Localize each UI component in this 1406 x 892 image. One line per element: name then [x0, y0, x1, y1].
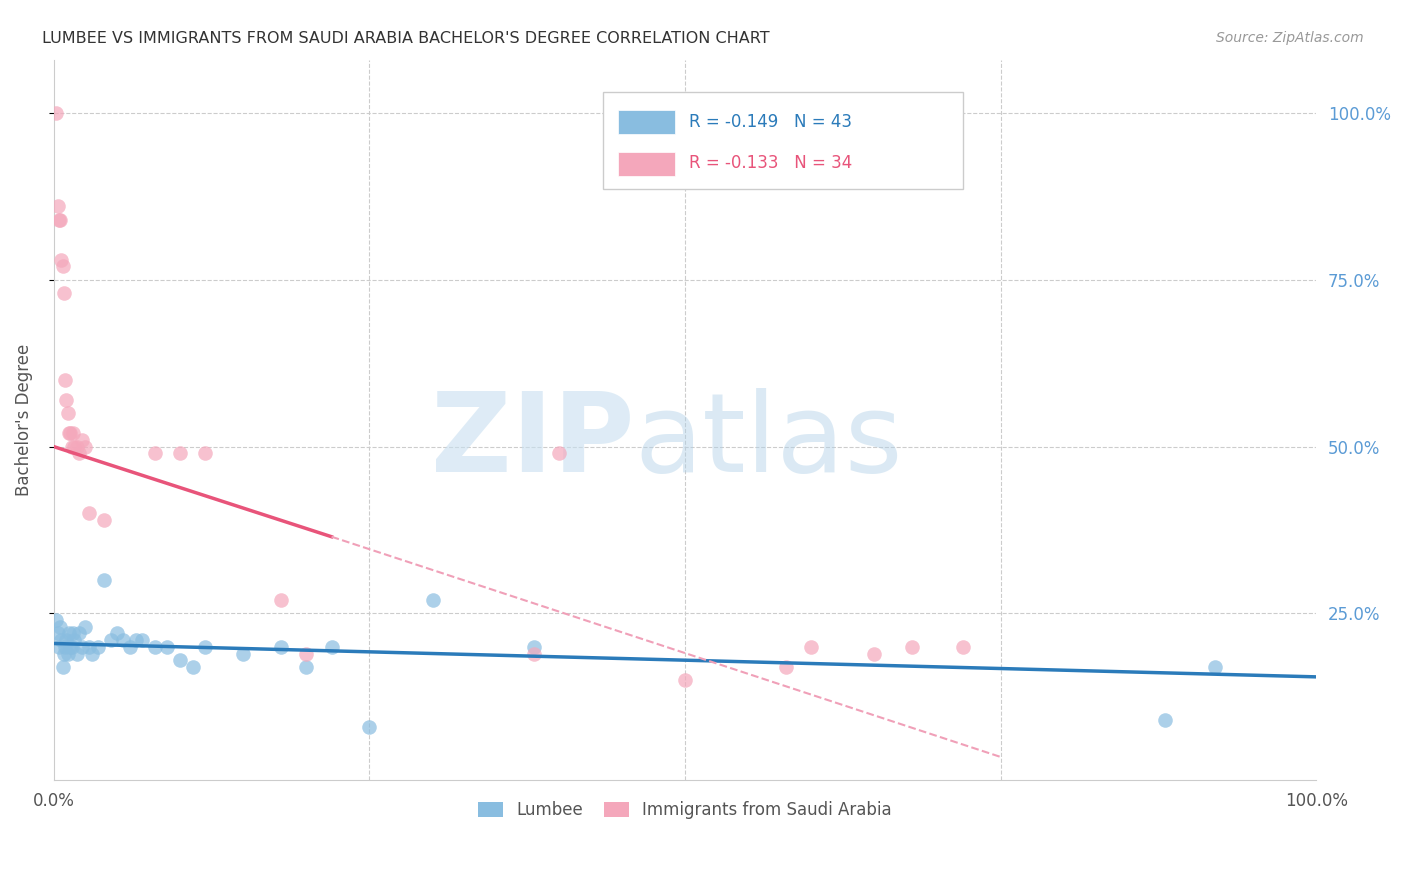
- Point: [547, 446, 569, 460]
- Point: [422, 593, 444, 607]
- Point: [1153, 713, 1175, 727]
- Point: [105, 626, 128, 640]
- Point: [56, 647, 79, 661]
- Point: [48, 212, 70, 227]
- Point: [112, 633, 135, 648]
- Point: [67, 626, 90, 640]
- Point: [100, 633, 122, 648]
- Point: [118, 640, 141, 654]
- Point: [901, 640, 924, 654]
- Point: [58, 626, 80, 640]
- Point: [55, 633, 77, 648]
- Point: [93, 573, 115, 587]
- Point: [60, 640, 83, 654]
- Point: [49, 212, 72, 227]
- Bar: [619, 110, 675, 134]
- Text: LUMBEE VS IMMIGRANTS FROM SAUDI ARABIA BACHELOR'S DEGREE CORRELATION CHART: LUMBEE VS IMMIGRANTS FROM SAUDI ARABIA B…: [42, 31, 770, 46]
- Point: [63, 440, 86, 454]
- Point: [1204, 660, 1226, 674]
- Text: R = -0.133   N = 34: R = -0.133 N = 34: [689, 154, 852, 172]
- Text: Source: ZipAtlas.com: Source: ZipAtlas.com: [1216, 31, 1364, 45]
- Point: [522, 647, 544, 661]
- Point: [45, 106, 67, 120]
- Point: [131, 633, 153, 648]
- Point: [51, 633, 73, 648]
- Point: [52, 260, 75, 274]
- Point: [77, 640, 100, 654]
- Point: [77, 507, 100, 521]
- Point: [59, 426, 82, 441]
- Point: [52, 660, 75, 674]
- Point: [169, 446, 191, 460]
- Point: [863, 647, 886, 661]
- Point: [46, 199, 69, 213]
- Point: [48, 640, 70, 654]
- Point: [70, 433, 93, 447]
- FancyBboxPatch shape: [603, 92, 963, 189]
- Point: [70, 640, 93, 654]
- Point: [143, 446, 166, 460]
- Y-axis label: Bachelor's Degree: Bachelor's Degree: [15, 343, 32, 496]
- Point: [62, 626, 84, 640]
- Point: [62, 426, 84, 441]
- Point: [295, 660, 318, 674]
- Point: [75, 440, 97, 454]
- Point: [49, 620, 72, 634]
- Point: [65, 647, 87, 661]
- Point: [53, 373, 76, 387]
- Text: ZIP: ZIP: [432, 388, 634, 495]
- Point: [52, 647, 75, 661]
- Point: [522, 640, 544, 654]
- Point: [952, 640, 974, 654]
- Point: [46, 626, 69, 640]
- Point: [60, 440, 83, 454]
- Point: [775, 660, 797, 674]
- Point: [58, 426, 80, 441]
- Bar: [619, 152, 675, 176]
- Point: [270, 640, 292, 654]
- Point: [800, 640, 823, 654]
- Point: [87, 640, 110, 654]
- Point: [270, 593, 292, 607]
- Point: [359, 720, 381, 734]
- Point: [65, 440, 87, 454]
- Point: [673, 673, 696, 688]
- Point: [194, 640, 217, 654]
- Point: [51, 252, 73, 267]
- Text: R = -0.149   N = 43: R = -0.149 N = 43: [689, 112, 852, 130]
- Point: [45, 613, 67, 627]
- Point: [93, 513, 115, 527]
- Point: [53, 640, 76, 654]
- Point: [55, 392, 77, 407]
- Point: [181, 660, 204, 674]
- Text: atlas: atlas: [634, 388, 903, 495]
- Point: [232, 647, 254, 661]
- Point: [295, 647, 318, 661]
- Point: [59, 640, 82, 654]
- Point: [67, 446, 90, 460]
- Point: [75, 620, 97, 634]
- Point: [156, 640, 179, 654]
- Point: [143, 640, 166, 654]
- Point: [194, 446, 217, 460]
- Point: [80, 647, 103, 661]
- Legend: Lumbee, Immigrants from Saudi Arabia: Lumbee, Immigrants from Saudi Arabia: [472, 795, 898, 826]
- Point: [169, 653, 191, 667]
- Point: [63, 633, 86, 648]
- Point: [56, 406, 79, 420]
- Point: [321, 640, 343, 654]
- Point: [52, 286, 75, 301]
- Point: [125, 633, 148, 648]
